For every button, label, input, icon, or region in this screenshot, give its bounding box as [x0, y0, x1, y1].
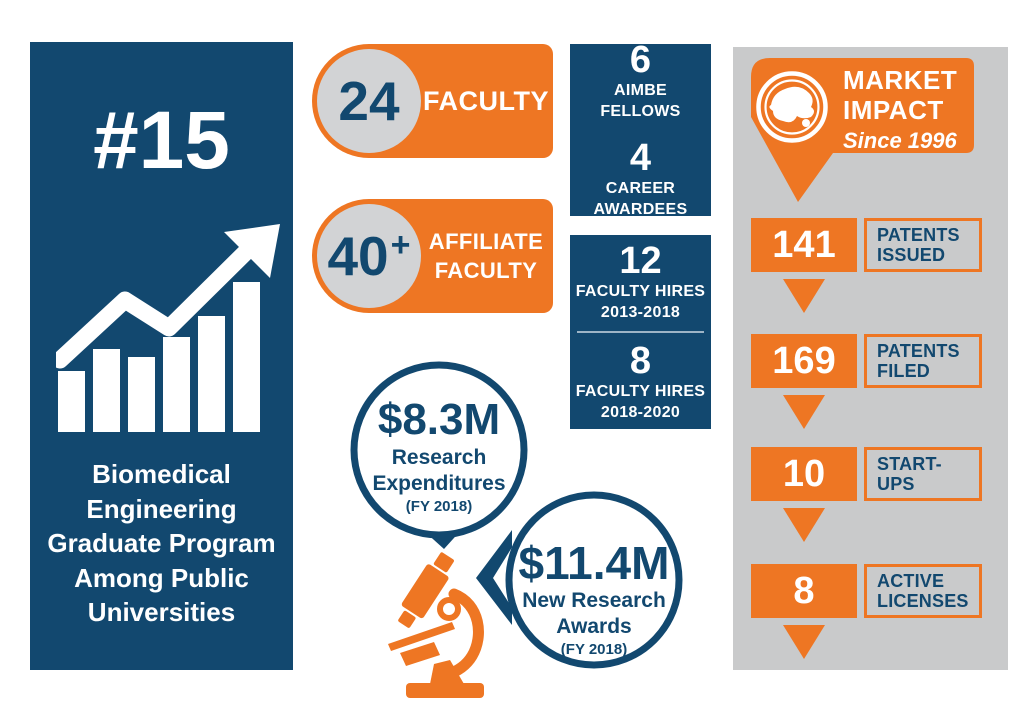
research-expenditures-text: $8.3M Research Expenditures (FY 2018): [372, 395, 506, 515]
growth-chart-arrow-icon: [56, 224, 280, 432]
affiliate-badge-label: AFFILIATE FACULTY: [428, 229, 544, 283]
down-arrow-icon: [783, 395, 825, 429]
active-licenses-label: ACTIVE LICENSES: [864, 564, 982, 618]
patents-issued-count: 141: [751, 218, 857, 272]
divider: [577, 331, 704, 333]
globe-icon: [756, 71, 828, 143]
market-impact-header: [751, 58, 974, 202]
startups-label: START-UPS: [864, 447, 982, 501]
patents-filed-count: 169: [751, 334, 857, 388]
faculty-hires-box: 12 FACULTY HIRES 2013-2018 8 FACULTY HIR…: [570, 235, 711, 429]
market-impact-title: MARKET IMPACT Since 1996: [843, 65, 958, 153]
market-impact-panel: MARKET IMPACT Since 1996 141 PATENTS ISSU…: [733, 47, 1008, 670]
since-label: Since 1996: [843, 128, 957, 153]
new-research-awards-bubble: [476, 491, 683, 669]
faculty-badge: 24 FACULTY: [312, 44, 553, 158]
affiliate-count-circle: 40 +: [317, 204, 421, 308]
affiliate-faculty-badge: 40 + AFFILIATE FACULTY: [312, 199, 553, 313]
research-expenditures-bubble: [350, 361, 528, 549]
faculty-count-circle: 24: [317, 49, 421, 153]
new-research-awards-text: $11.4M New Research Awards (FY 2018): [518, 537, 670, 658]
fellows-awardees-box: 6 AIMBE FELLOWS 4 CAREER AWARDEES: [570, 40, 711, 218]
down-arrow-icon: [783, 508, 825, 542]
microscope-icon: [388, 552, 484, 698]
down-arrow-icon: [783, 625, 825, 659]
faculty-badge-label: FACULTY: [423, 85, 549, 116]
active-licenses-count: 8: [751, 564, 857, 618]
program-caption: Biomedical Engineering Graduate Program …: [47, 459, 276, 627]
startups-count: 10: [751, 447, 857, 501]
down-arrow-icon: [783, 279, 825, 313]
patents-issued-label: PATENTS ISSUED: [864, 218, 982, 272]
ranking-panel: #15 Biomedical Engineering Graduate Prog…: [30, 42, 293, 670]
rank-number: #15: [93, 95, 230, 186]
patents-filed-label: PATENTS FILED: [864, 334, 982, 388]
